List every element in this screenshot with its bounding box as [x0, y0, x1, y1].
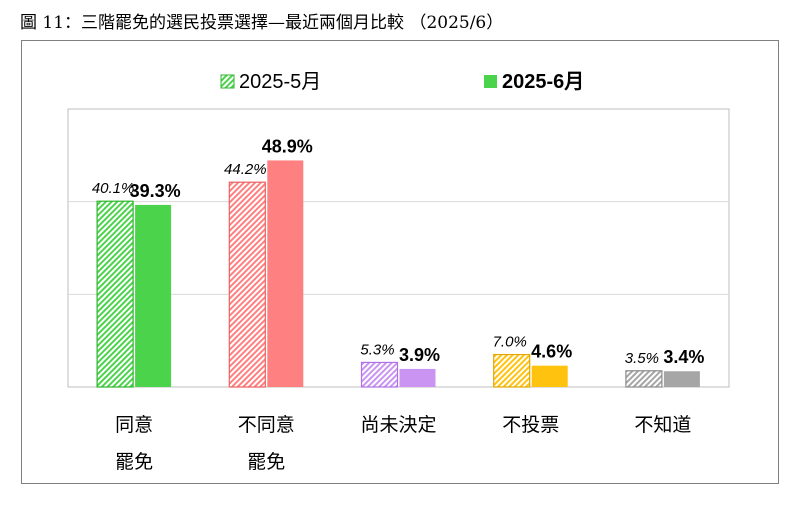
data-label-june-2: 3.9%: [399, 345, 440, 365]
data-label-june-1: 48.9%: [262, 136, 313, 156]
data-label-june-3: 4.6%: [531, 342, 572, 362]
data-label-may-2: 5.3%: [360, 341, 394, 358]
bar-may-0: [96, 200, 134, 388]
category-label-1-1: 罷免: [247, 451, 285, 473]
bar-may-1: [228, 181, 266, 388]
bar-june-3: [531, 365, 568, 387]
bar-chart: 40.1%39.3% 44.2% 48.9% 5.3% 3.9% 7.0% 4.6% 3.5%…: [67, 71, 730, 473]
category-label-4-0: 不知道: [634, 414, 691, 436]
plot-area-border: [67, 108, 730, 388]
data-label-may-4: 3.5%: [625, 350, 659, 367]
bar-june-4: [663, 371, 700, 387]
bar-june-1: [267, 160, 304, 387]
bar-june-2: [399, 368, 436, 387]
category-label-0-1: 罷免: [115, 451, 153, 473]
data-label-may-0: 40.1%: [92, 180, 135, 197]
legend: 2025-5月 2025-6月: [220, 71, 584, 93]
bar-june-0: [135, 204, 172, 387]
category-label-3-0: 不投票: [502, 414, 559, 436]
chart-frame: 40.1% 39.3% 44.2% 48.9% 5.3% 3.9% 7.0% 4.6% 3.5%…: [21, 40, 779, 484]
legend-swatch-may: [220, 74, 235, 89]
bar-may-3: [493, 353, 531, 388]
gridlines: [67, 108, 730, 388]
legend-swatch-june: [484, 75, 497, 88]
data-labels: 40.1%39.3% 44.2% 48.9% 5.3% 3.9% 7.0% 4.6% 3.5%…: [92, 136, 705, 367]
category-label-2-0: 尚未決定: [360, 414, 436, 436]
category-label-1-0: 不同意: [238, 414, 295, 436]
bar-may-4: [625, 370, 663, 388]
data-label-june-0: 39.3%: [130, 181, 181, 201]
data-label-may-3: 7.0%: [493, 334, 527, 351]
data-label-may-1: 44.2%: [224, 161, 267, 178]
category-label-0-0: 同意: [115, 414, 153, 436]
figure-title: 圖 11：三階罷免的選民投票選擇—最近兩個月比較 （2025/6）: [20, 13, 504, 33]
bar-may-2: [360, 361, 399, 388]
legend-label-june: 2025-6月: [502, 71, 584, 93]
bars: [96, 160, 700, 388]
data-label-june-4: 3.4%: [663, 347, 704, 367]
legend-label-may: 2025-5月: [239, 71, 321, 93]
